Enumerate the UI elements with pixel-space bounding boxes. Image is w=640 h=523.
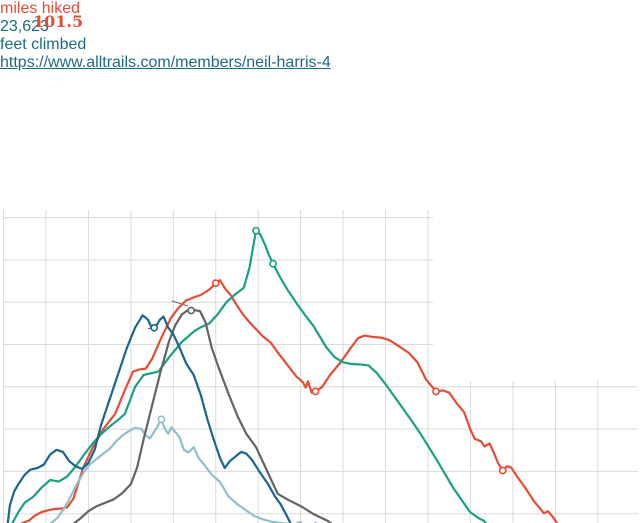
series-line-yosemite_falls [6,314,292,523]
series-line-high_peaks [49,418,318,523]
series-line-wheeler [72,309,333,523]
waypoint-marker [211,279,220,288]
waypoint-marker [150,323,159,332]
waypoint-marker [432,387,440,396]
waypoint-marker [252,226,260,235]
annotation-leader-line [171,300,189,307]
elevation-profile-chart [3,205,640,523]
miles-hiked-value: 101.5 [33,12,84,31]
alltrails-profile-url[interactable]: https://www.alltrails.com/members/neil-h… [0,54,331,71]
legend-backdrop [433,205,640,381]
waypoint-marker [269,259,277,268]
feet-climbed-label: feet climbed [0,36,87,53]
miles-hiked-label: miles hiked [0,0,81,17]
feet-climbed-value: 23,623 [0,18,49,35]
waypoint-marker [157,415,166,424]
series-line-lookout [11,229,488,523]
waypoint-marker [498,466,507,475]
waypoint-marker [187,306,196,315]
waypoint-marker [311,387,320,396]
